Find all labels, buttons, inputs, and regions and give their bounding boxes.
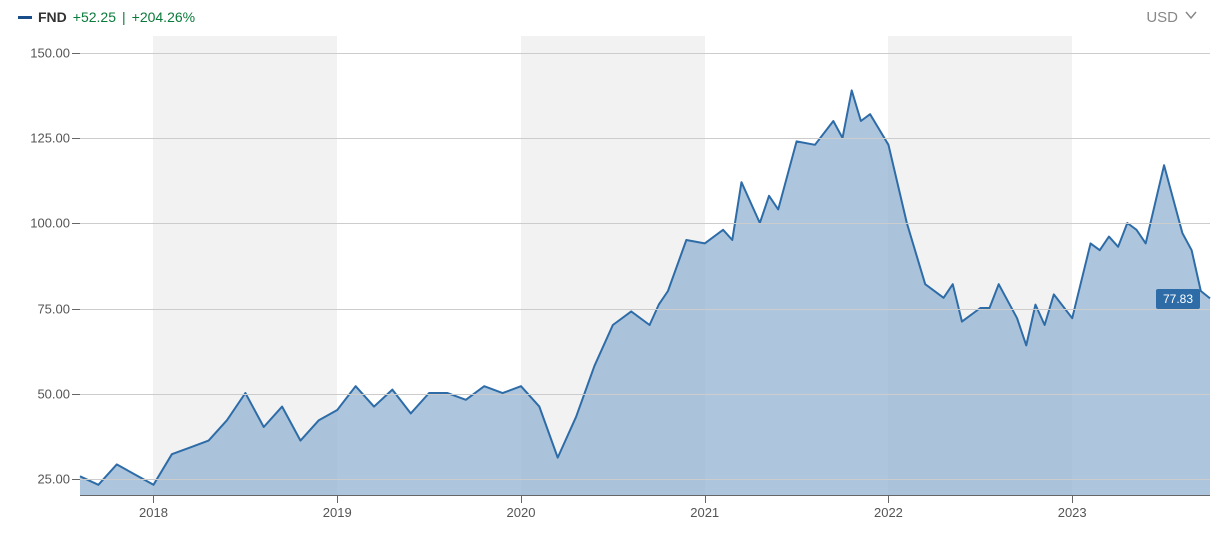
chart-area[interactable]: 25.0050.0075.00100.00125.00150.002018201… (80, 36, 1210, 496)
y-axis-label: 75.00 (37, 301, 70, 316)
y-axis-label: 125.00 (30, 131, 70, 146)
chart-header: FND +52.25 | +204.26% USD (0, 0, 1222, 30)
currency-label: USD (1146, 9, 1178, 26)
ticker-change-pct: +204.26% (132, 9, 195, 25)
y-axis-tick (72, 479, 80, 480)
y-axis-label: 25.00 (37, 471, 70, 486)
ticker-separator: | (122, 9, 126, 25)
gridline (80, 394, 1210, 395)
ticker-legend-swatch (18, 16, 32, 19)
gridline (80, 53, 1210, 54)
x-axis-label: 2020 (507, 505, 536, 520)
y-axis-tick (72, 138, 80, 139)
y-axis-label: 150.00 (30, 46, 70, 61)
x-axis-tick (888, 495, 889, 503)
y-axis-label: 100.00 (30, 216, 70, 231)
x-axis-tick (1072, 495, 1073, 503)
gridline (80, 479, 1210, 480)
x-axis-label: 2018 (139, 505, 168, 520)
x-axis-label: 2022 (874, 505, 903, 520)
x-axis-tick (705, 495, 706, 503)
x-axis-label: 2023 (1058, 505, 1087, 520)
series-fill (80, 90, 1210, 495)
ticker-change-abs: +52.25 (73, 9, 116, 25)
y-axis-tick (72, 223, 80, 224)
chart-wrap: 25.0050.0075.00100.00125.00150.002018201… (80, 36, 1212, 496)
ticker-symbol: FND (38, 9, 67, 25)
ticker-info: FND +52.25 | +204.26% (18, 9, 195, 25)
x-axis-tick (337, 495, 338, 503)
x-axis-tick (521, 495, 522, 503)
y-axis-label: 50.00 (37, 386, 70, 401)
gridline (80, 138, 1210, 139)
x-axis-label: 2019 (323, 505, 352, 520)
y-axis-tick (72, 394, 80, 395)
y-axis-tick (72, 309, 80, 310)
x-axis-tick (153, 495, 154, 503)
x-axis-label: 2021 (690, 505, 719, 520)
gridline (80, 309, 1210, 310)
y-axis-tick (72, 53, 80, 54)
price-area-plot (80, 36, 1210, 495)
currency-selector[interactable]: USD (1146, 8, 1198, 26)
gridline (80, 223, 1210, 224)
current-price-tag: 77.83 (1156, 289, 1200, 309)
chevron-down-icon (1184, 8, 1198, 26)
